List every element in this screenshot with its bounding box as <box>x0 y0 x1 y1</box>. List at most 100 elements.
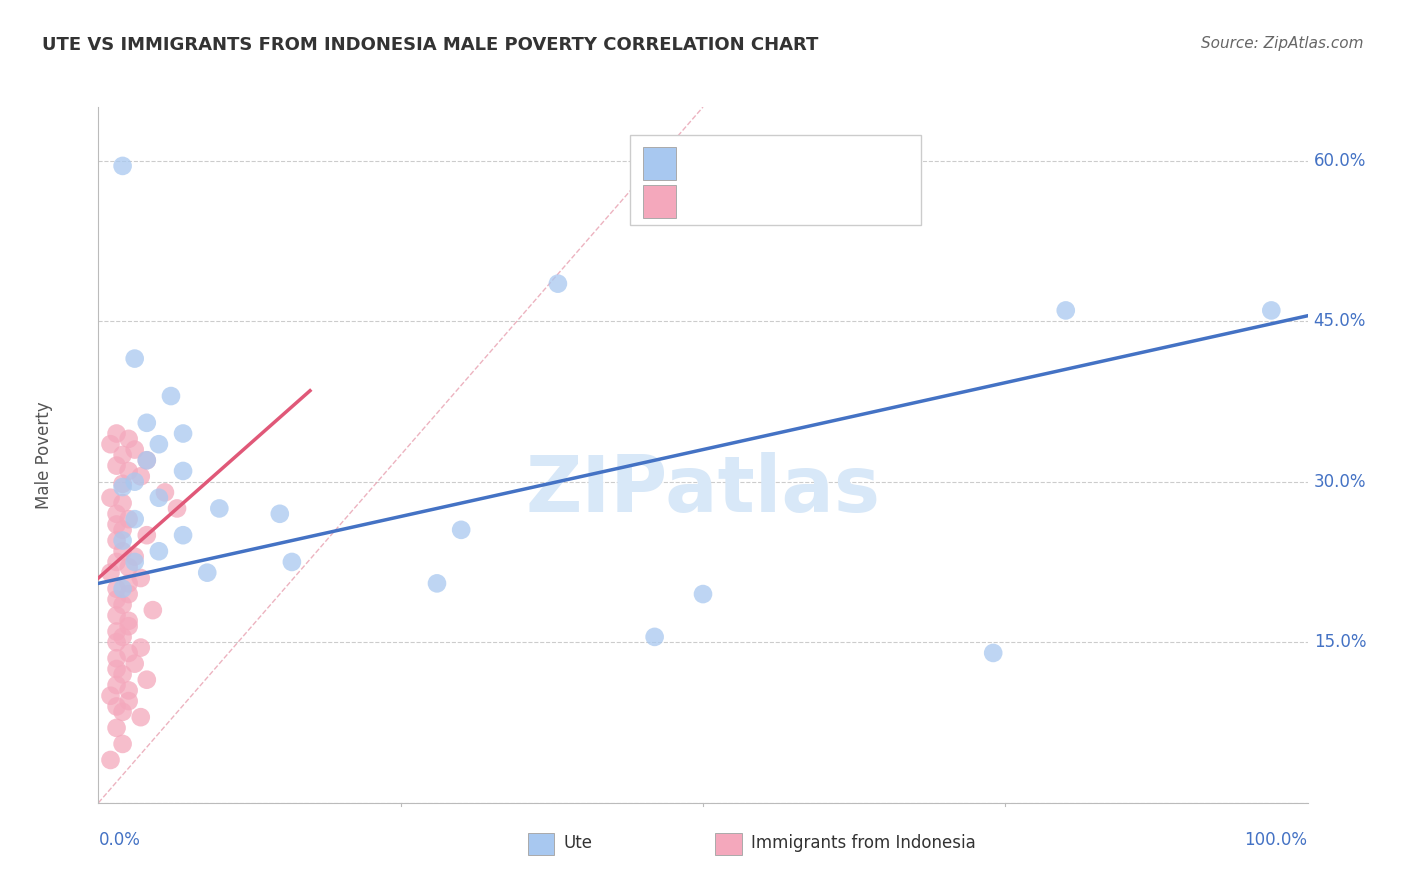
Point <box>111 448 134 462</box>
Point <box>135 528 157 542</box>
Point <box>105 517 128 532</box>
Point <box>100 753 122 767</box>
Text: Immigrants from Indonesia: Immigrants from Indonesia <box>751 834 976 852</box>
Point <box>118 560 141 574</box>
Text: ZIPatlas: ZIPatlas <box>526 451 880 528</box>
Point <box>105 426 128 441</box>
Point <box>129 469 152 483</box>
Point <box>105 592 128 607</box>
Point <box>153 485 176 500</box>
Point <box>124 555 146 569</box>
Text: 15.0%: 15.0% <box>1313 633 1367 651</box>
Point <box>100 437 122 451</box>
Text: 45.0%: 45.0% <box>1313 312 1367 330</box>
Point <box>111 598 134 612</box>
Point <box>129 571 152 585</box>
Point <box>124 657 146 671</box>
Point <box>135 673 157 687</box>
Point <box>111 737 134 751</box>
Text: 60.0%: 60.0% <box>1313 152 1367 169</box>
Point <box>118 619 141 633</box>
Text: Male Poverty: Male Poverty <box>35 401 53 508</box>
Point <box>172 464 194 478</box>
Point <box>269 507 291 521</box>
Text: R = 0.614: R = 0.614 <box>689 153 779 171</box>
Point <box>118 512 141 526</box>
FancyBboxPatch shape <box>716 833 742 855</box>
Point <box>118 576 141 591</box>
Point <box>111 476 134 491</box>
Point <box>105 699 128 714</box>
Point <box>100 491 122 505</box>
Point <box>105 651 128 665</box>
Point <box>195 566 218 580</box>
Point <box>118 694 141 708</box>
Point <box>692 587 714 601</box>
Point <box>105 678 128 692</box>
Text: Ute: Ute <box>564 834 593 852</box>
Point <box>166 501 188 516</box>
Point <box>111 533 134 548</box>
Point <box>105 608 128 623</box>
Point <box>281 555 304 569</box>
Point <box>111 480 134 494</box>
Text: 30.0%: 30.0% <box>1313 473 1367 491</box>
Point <box>118 587 141 601</box>
Point <box>100 566 122 580</box>
Text: N = 29: N = 29 <box>818 153 882 171</box>
Point <box>450 523 472 537</box>
Text: R = 0.416: R = 0.416 <box>689 192 779 210</box>
Point <box>111 582 134 596</box>
Point <box>105 624 128 639</box>
Point <box>100 689 122 703</box>
Point <box>148 544 170 558</box>
Point <box>160 389 183 403</box>
Point <box>118 432 141 446</box>
Point <box>148 491 170 505</box>
Point <box>1054 303 1077 318</box>
Point <box>148 437 170 451</box>
Point <box>142 603 165 617</box>
Point <box>105 721 128 735</box>
Point <box>426 576 449 591</box>
Point <box>118 614 141 628</box>
Point <box>105 582 128 596</box>
Text: UTE VS IMMIGRANTS FROM INDONESIA MALE POVERTY CORRELATION CHART: UTE VS IMMIGRANTS FROM INDONESIA MALE PO… <box>42 36 818 54</box>
FancyBboxPatch shape <box>643 146 676 180</box>
Point <box>118 464 141 478</box>
Point <box>111 630 134 644</box>
Text: 0.0%: 0.0% <box>98 830 141 848</box>
Point <box>105 507 128 521</box>
Point <box>135 416 157 430</box>
Point <box>105 533 128 548</box>
Point <box>135 453 157 467</box>
FancyBboxPatch shape <box>643 185 676 219</box>
Point <box>644 630 666 644</box>
Point <box>124 549 146 564</box>
Point <box>124 442 146 457</box>
Text: N = 55: N = 55 <box>818 192 882 210</box>
Point <box>547 277 569 291</box>
Text: 100.0%: 100.0% <box>1244 830 1308 848</box>
Point <box>111 159 134 173</box>
Point <box>124 475 146 489</box>
Point <box>111 705 134 719</box>
Point <box>135 453 157 467</box>
Point <box>111 544 134 558</box>
FancyBboxPatch shape <box>527 833 554 855</box>
Point <box>105 635 128 649</box>
Point <box>111 496 134 510</box>
Point <box>118 683 141 698</box>
Point <box>111 523 134 537</box>
Point <box>1260 303 1282 318</box>
Point <box>124 351 146 366</box>
Point <box>129 640 152 655</box>
Text: Source: ZipAtlas.com: Source: ZipAtlas.com <box>1201 36 1364 51</box>
Point <box>981 646 1004 660</box>
FancyBboxPatch shape <box>630 135 921 226</box>
Point <box>105 555 128 569</box>
Point <box>118 646 141 660</box>
Point <box>111 667 134 681</box>
Point <box>105 662 128 676</box>
Point <box>124 512 146 526</box>
